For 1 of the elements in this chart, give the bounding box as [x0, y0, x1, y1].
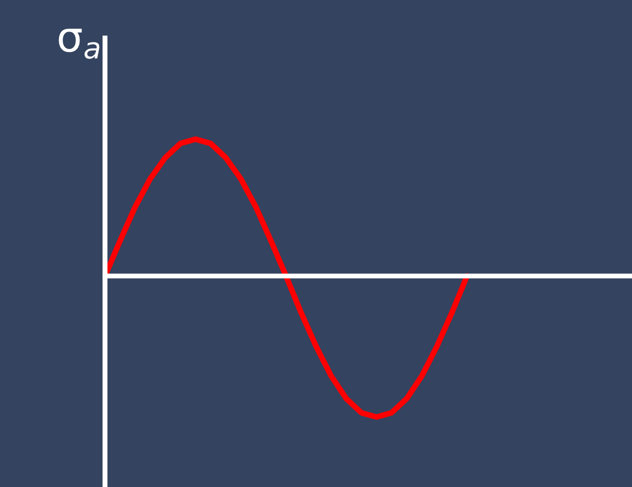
y-axis-title: σ$_{a}$: [58, 28, 100, 59]
